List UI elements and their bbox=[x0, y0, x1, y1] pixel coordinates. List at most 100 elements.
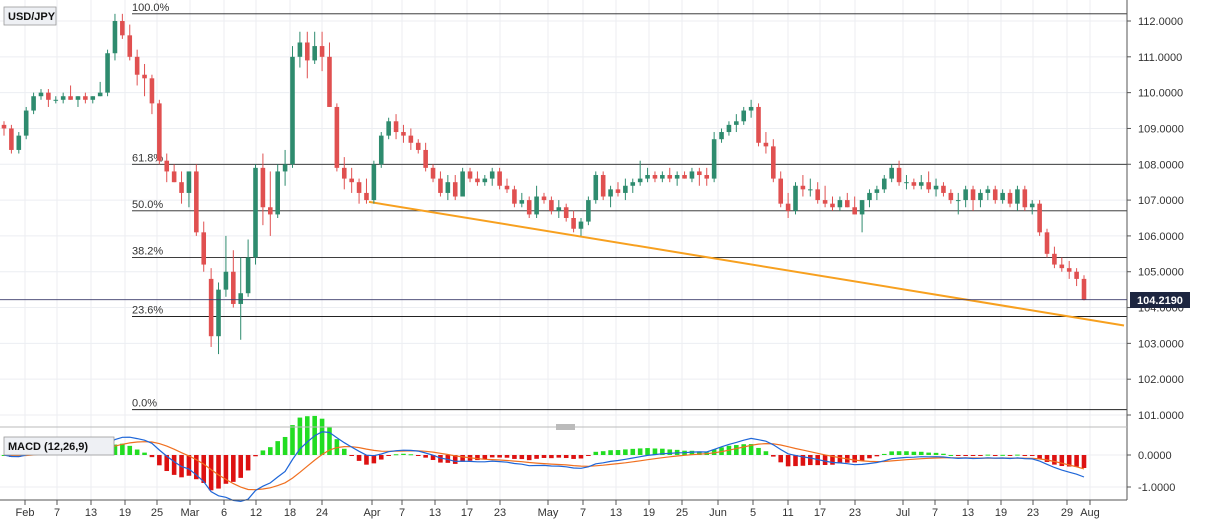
macd-histogram-bar bbox=[208, 455, 214, 491]
time-tick-label: 7 bbox=[54, 507, 60, 519]
macd-histogram-bar bbox=[149, 455, 155, 458]
macd-histogram-bar bbox=[926, 452, 931, 455]
price-tick-label: 107.0000 bbox=[1138, 195, 1184, 207]
price-tick-label: 102.0000 bbox=[1138, 374, 1184, 386]
macd-histogram-bar bbox=[282, 436, 288, 455]
candle bbox=[800, 175, 806, 197]
macd-histogram-bar bbox=[608, 450, 613, 455]
macd-histogram-bar bbox=[541, 455, 547, 458]
candle bbox=[497, 167, 502, 190]
candle bbox=[889, 164, 894, 183]
candle bbox=[719, 128, 724, 143]
trendline bbox=[368, 200, 1125, 327]
macd-histogram-bar bbox=[216, 455, 221, 489]
macd-histogram-bar bbox=[874, 455, 880, 457]
fib-level-label: 61.8% bbox=[132, 152, 163, 164]
time-tick-label: 13 bbox=[429, 507, 441, 519]
time-tick-label: Apr bbox=[363, 507, 380, 519]
macd-histogram-bar bbox=[497, 455, 502, 458]
candle bbox=[512, 185, 517, 208]
candle bbox=[1081, 275, 1087, 301]
candle bbox=[201, 221, 207, 272]
candle bbox=[867, 189, 872, 208]
candle bbox=[1052, 246, 1057, 269]
grid-lines bbox=[0, 0, 1127, 500]
candle bbox=[600, 171, 606, 201]
candle bbox=[46, 89, 51, 107]
macd-title-box bbox=[3, 436, 115, 456]
candle bbox=[208, 268, 214, 347]
candle bbox=[630, 178, 636, 193]
time-tick-label: May bbox=[538, 507, 559, 519]
candle bbox=[1, 121, 7, 136]
macd-histogram-bar bbox=[460, 455, 465, 462]
candle bbox=[223, 235, 229, 297]
macd-histogram-bar bbox=[948, 454, 954, 456]
macd-histogram-bar bbox=[645, 448, 650, 455]
macd-histogram-bar bbox=[1000, 454, 1005, 456]
candle bbox=[275, 164, 280, 218]
macd-histogram-bar bbox=[667, 449, 673, 455]
candle bbox=[711, 132, 717, 183]
candle bbox=[238, 257, 244, 340]
macd-histogram-bar bbox=[660, 448, 665, 455]
time-tick-label: Mar bbox=[181, 507, 200, 519]
candle bbox=[53, 96, 59, 104]
time-tick-label: 13 bbox=[85, 507, 97, 519]
macd-histogram-bar bbox=[992, 455, 998, 456]
price-tick-label: 105.0000 bbox=[1138, 267, 1184, 279]
pane-resize-handle[interactable] bbox=[556, 424, 575, 430]
candle bbox=[785, 192, 791, 218]
price-tick-label: 109.0000 bbox=[1138, 123, 1184, 135]
candle bbox=[741, 106, 747, 125]
candle bbox=[112, 13, 118, 61]
candle bbox=[926, 171, 931, 193]
x-axis-labels: Feb 7 13 19 25 Mar 6 12 18 24 Apr 7 13 17 23 May 7 13 19 25… bbox=[16, 500, 1100, 519]
time-tick-label: 7 bbox=[399, 507, 405, 519]
macd-line bbox=[3, 431, 1085, 503]
candle bbox=[341, 157, 347, 190]
macd-histogram-bar bbox=[386, 455, 391, 456]
macd-histogram-bar bbox=[534, 455, 539, 459]
candle bbox=[541, 192, 547, 204]
macd-histogram-bar bbox=[881, 453, 887, 455]
candle bbox=[83, 92, 88, 104]
macd-histogram-bar bbox=[127, 445, 133, 455]
macd-histogram-bar bbox=[319, 418, 325, 455]
candle bbox=[748, 99, 754, 118]
time-tick-label: 25 bbox=[676, 507, 688, 519]
macd-histogram-bar bbox=[1037, 455, 1042, 459]
macd-histogram-bar bbox=[652, 448, 658, 455]
macd-histogram-bar bbox=[600, 451, 606, 455]
time-tick-label: 12 bbox=[250, 507, 262, 519]
candle bbox=[475, 171, 480, 186]
candle bbox=[334, 103, 340, 172]
macd-histogram-bar bbox=[1015, 454, 1020, 456]
fib-level-label: 100.0% bbox=[132, 2, 170, 14]
candle bbox=[667, 167, 673, 183]
macd-histogram-bar bbox=[438, 455, 443, 463]
macd-histogram-bar bbox=[504, 455, 510, 458]
macd-histogram-bar bbox=[623, 449, 628, 455]
time-tick-label: 23 bbox=[849, 507, 861, 519]
macd-histogram-bar bbox=[112, 444, 118, 455]
macd-panel: 0.0000 -1.0000 bbox=[0, 415, 1175, 503]
macd-histogram-bar bbox=[142, 452, 147, 455]
time-tick-label: 24 bbox=[316, 507, 328, 519]
candle bbox=[1037, 200, 1042, 236]
candle bbox=[697, 167, 702, 186]
macd-histogram-bar bbox=[452, 455, 458, 464]
candle bbox=[859, 200, 865, 233]
candle bbox=[297, 31, 303, 68]
fib-level-label: 0.0% bbox=[132, 398, 157, 410]
macd-histogram-bar bbox=[171, 455, 177, 475]
fib-level-label: 23.6% bbox=[132, 305, 163, 317]
macd-histogram-bar bbox=[290, 425, 295, 455]
candle bbox=[179, 171, 184, 204]
candle bbox=[386, 117, 391, 140]
candle bbox=[637, 160, 643, 186]
candle bbox=[356, 178, 362, 204]
macd-histogram-bar bbox=[415, 455, 421, 456]
macd-histogram-bar bbox=[985, 454, 991, 456]
candle bbox=[571, 210, 576, 233]
